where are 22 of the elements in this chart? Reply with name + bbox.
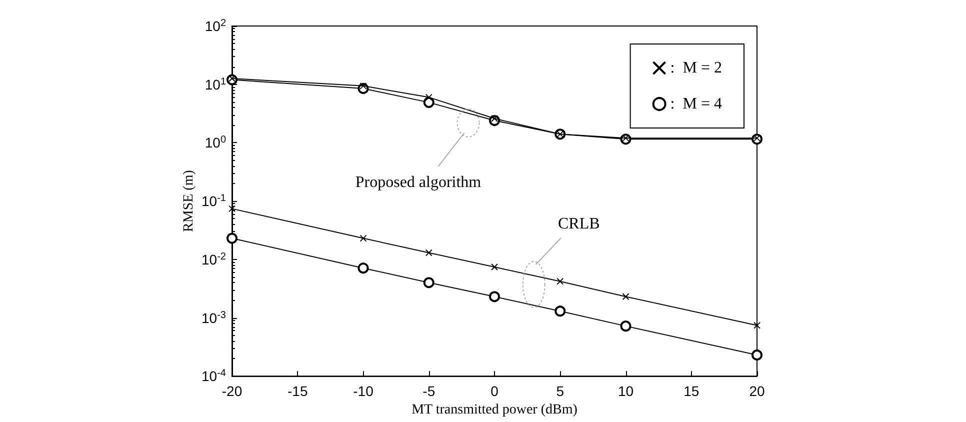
annotation: CRLB: [558, 215, 600, 232]
y-tick-label: 10$^{1}$: [204, 76, 226, 92]
x-tick-label: -5: [422, 383, 436, 400]
y-tick-label: 10$^{-3}$: [202, 309, 226, 326]
x-tick-label: 10: [618, 383, 634, 400]
y-tick-label: 10$^{2}$: [204, 18, 226, 34]
legend-label: : M = 2: [670, 60, 722, 76]
y-tick-label: 10$^{0}$: [204, 134, 226, 151]
y-axis-title: RMSE (m): [182, 170, 196, 232]
x-tick-label: 15: [684, 383, 700, 400]
y-tick-label: 10$^{-1}$: [202, 192, 226, 210]
x-tick-label: 0: [490, 383, 499, 400]
x-axis-title: MT transmitted power (dBm): [412, 402, 578, 418]
y-tick-label: 10$^{-4}$: [202, 368, 226, 384]
x-tick-label: -15: [288, 383, 308, 400]
annotation: Proposed algorithm: [355, 174, 482, 191]
x-tick-label: 5: [556, 383, 564, 400]
x-tick-label: 20: [749, 383, 765, 400]
y-tick-label: 10$^{-2}$: [202, 250, 226, 268]
x-tick-label: -10: [353, 383, 374, 400]
x-tick-label: -20: [222, 383, 242, 400]
legend-label: : M = 4: [670, 96, 722, 112]
